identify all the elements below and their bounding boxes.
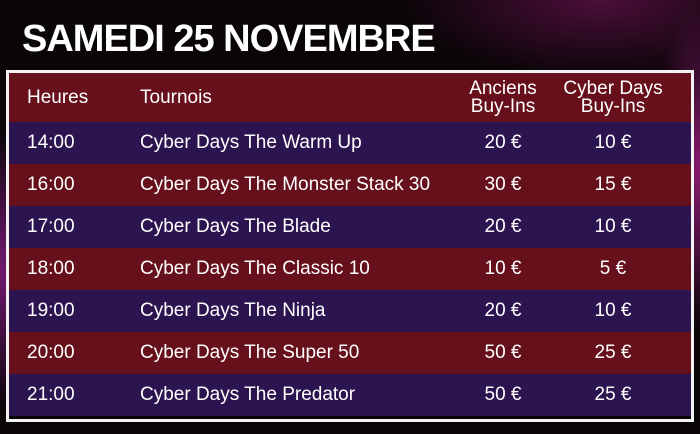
table-row: 17:00 Cyber Days The Blade 20 € 10 € [9,206,691,248]
table-cell: 20 € [453,122,553,164]
table-cell: 25 € [561,332,665,374]
header-row: Heures Tournois Anciens Buy-Ins Cyber Days Bu… [9,73,691,122]
cell-text: 15 € [594,174,632,195]
table-cell: 17:00 [27,206,75,248]
cell-text: 21:00 [27,384,75,405]
cell-text: 10 € [484,258,522,279]
cell-text: Cyber Days The Blade [140,216,331,237]
cell-text: 10 € [594,300,632,321]
table-cell: Cyber Days The Super 50 [140,332,359,374]
cell-text: Cyber Days The Monster Stack 30 [140,174,431,195]
cell-text: 17:00 [27,216,75,237]
table-cell: 50 € [453,332,553,374]
table-cell: Cyber Days The Ninja [140,290,326,332]
header-text: Buy-Ins [470,95,536,117]
table-cell: 19:00 [27,290,75,332]
table-row: 16:00 Cyber Days The Monster Stack 30 30 €… [9,164,691,206]
table-cell: Cyber Days The Monster Stack 30 [140,164,430,206]
table-row: 21:00 Cyber Days The Predator 50 € 25 € [9,374,691,416]
header-text: Anciens [469,77,537,99]
header-cell: Anciens Buy-Ins [453,73,553,122]
table-row: 20:00 Cyber Days The Super 50 50 € 25 € [9,332,691,374]
cell-text: Cyber Days The Warm Up [140,132,362,153]
table-cell: Cyber Days The Predator [140,374,355,416]
table-cell: 50 € [453,374,553,416]
cell-text: 19:00 [27,300,75,321]
header-text: Heures [27,86,89,108]
cell-text: 30 € [484,174,522,195]
schedule-table: Heures Tournois Anciens Buy-Ins Cyber Days Bu… [6,70,694,422]
table-cell: 21:00 [27,374,75,416]
table-cell: Cyber Days The Classic 10 [140,248,370,290]
table-cell: 10 € [453,248,553,290]
cell-text: 10 € [594,216,632,237]
cell-text: 20:00 [27,342,75,363]
table-cell: 15 € [561,164,665,206]
table-cell: 16:00 [27,164,75,206]
cell-text: Cyber Days The Classic 10 [140,258,370,279]
table-cell: Cyber Days The Blade [140,206,331,248]
cell-text: Cyber Days The Ninja [140,300,326,321]
table-cell: 30 € [453,164,553,206]
table-row: 19:00 Cyber Days The Ninja 20 € 10 € [9,290,691,332]
cell-text: 20 € [484,300,522,321]
table-cell: 25 € [561,374,665,416]
cell-text: 5 € [599,258,627,279]
cell-text: 16:00 [27,174,75,195]
table-cell: 5 € [561,248,665,290]
cell-text: 25 € [594,342,632,363]
table-cell: 10 € [561,290,665,332]
cell-text: Cyber Days The Predator [140,384,356,405]
table-row: 14:00 Cyber Days The Warm Up 20 € 10 € [9,122,691,164]
table-cell: 10 € [561,122,665,164]
table-row: 18:00 Cyber Days The Classic 10 10 € 5 € [9,248,691,290]
table-cell: 20 € [453,290,553,332]
header-cell: Tournois [140,73,212,122]
cell-text: 20 € [484,216,522,237]
cell-text: 14:00 [27,132,75,153]
cell-text: Cyber Days The Super 50 [140,342,360,363]
table-cell: 18:00 [27,248,75,290]
title: SAMEDI 25 NOVEMBRE [22,18,436,60]
cell-text: 10 € [594,132,632,153]
header-text: Tournois [140,86,212,108]
cell-text: 50 € [484,342,522,363]
table-cell: 20:00 [27,332,75,374]
table-cell: 10 € [561,206,665,248]
table-cell: Cyber Days The Warm Up [140,122,362,164]
header-cell: Heures [27,73,88,122]
cell-text: 20 € [484,132,522,153]
table-cell: 14:00 [27,122,75,164]
cell-text: 50 € [484,384,522,405]
table-cell: 20 € [453,206,553,248]
header-cell: Cyber Days Buy-Ins [561,73,665,122]
cell-text: 25 € [594,384,632,405]
header-text: Buy-Ins [580,95,646,117]
header-text: Cyber Days [563,77,663,99]
cell-text: 18:00 [27,258,75,279]
